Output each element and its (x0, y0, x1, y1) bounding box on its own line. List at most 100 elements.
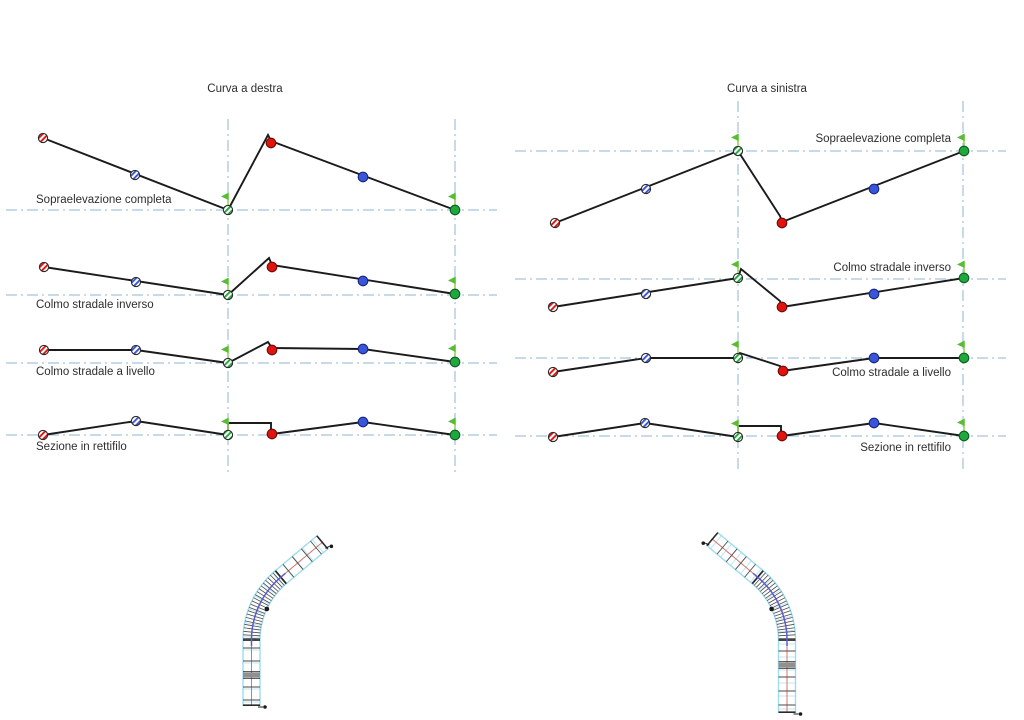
marker-hatch-red (37, 132, 49, 144)
row-label: Colmo stradale inverso (833, 262, 951, 274)
profile-line (227, 422, 272, 436)
marker-hatch-green (222, 357, 234, 369)
marker-dot-red (776, 301, 788, 313)
marker-hatch-blue (130, 344, 142, 356)
road-tick (282, 563, 295, 578)
row-label: Sezione in rettifilo (860, 442, 951, 454)
marker-dot-blue (357, 416, 369, 428)
road-endcap (706, 532, 719, 547)
marker-hatch-blue (640, 288, 652, 300)
marker-hatch-red (37, 429, 49, 441)
marker-dot-blue (357, 343, 369, 355)
marker-dot-green (958, 145, 970, 157)
flag-icon (448, 192, 456, 206)
road-station-mark (769, 606, 774, 612)
road-tick (725, 548, 738, 563)
marker-hatch-red (549, 217, 561, 229)
marker-hatch-blue (130, 276, 142, 288)
flag-icon (957, 418, 965, 432)
flag-icon (448, 276, 456, 290)
flag-icon (957, 340, 965, 354)
profile-line (227, 256, 456, 296)
row-sezione-in-rettifilo: Sezione in rettifilo (36, 415, 461, 453)
marker-hatch-red (38, 344, 50, 356)
road-edge (705, 544, 780, 713)
marker-dot-red (266, 344, 278, 356)
marker-hatch-red (547, 366, 559, 378)
row-colmo-stradale-a-livello: Colmo stradale a livello (36, 340, 461, 378)
row-sopraelevazione-completa: Sopraelevazione completa (549, 133, 970, 229)
flag-icon (731, 260, 739, 274)
marker-hatch-green (732, 272, 744, 284)
flag-icon (221, 417, 229, 431)
marker-hatch-blue (130, 415, 142, 427)
marker-dot-green (449, 204, 461, 216)
marker-dot-blue (868, 288, 880, 300)
road-transition-axis (250, 572, 286, 646)
panel-title: Curva a destra (207, 83, 283, 95)
marker-hatch-red (547, 301, 559, 313)
panel-curva-a-sinistra: Curva a sinistra Sopraelevazione completa… (515, 83, 1006, 472)
marker-dot-green (449, 288, 461, 300)
marker-dot-blue (868, 183, 880, 195)
panel-title: Curva a sinistra (727, 83, 807, 95)
row-colmo-stradale-inverso: Colmo stradale inverso (36, 256, 461, 311)
profile-line (227, 132, 456, 211)
marker-hatch-blue (129, 169, 141, 181)
road-plan-left-curve (701, 531, 803, 716)
road-tick (744, 563, 756, 578)
marker-hatch-red (547, 431, 559, 443)
flag-icon (957, 133, 965, 147)
marker-dot-red (266, 428, 278, 440)
row-label: Sopraelevazione completa (815, 133, 951, 145)
profile-line (737, 267, 965, 309)
profile-line (737, 150, 965, 224)
road-end-mark (798, 712, 803, 716)
road-tick (735, 556, 747, 570)
profile-line (737, 425, 782, 437)
marker-hatch-blue (639, 417, 651, 429)
marker-dot-red (776, 430, 788, 442)
marker-dot-blue (868, 352, 880, 364)
marker-dot-blue (357, 275, 369, 287)
road-tick (310, 540, 322, 555)
marker-hatch-blue (640, 183, 652, 195)
road-station-mark (264, 606, 270, 612)
flag-icon (731, 133, 739, 147)
row-colmo-stradale-inverso: Colmo stradale inverso (547, 260, 970, 313)
row-sezione-in-rettifilo: Sezione in rettifilo (547, 417, 970, 454)
flag-icon (221, 277, 229, 291)
flag-icon (448, 344, 456, 358)
row-label: Sezione in rettifilo (36, 441, 127, 453)
marker-dot-green (449, 429, 461, 441)
row-label: Colmo stradale inverso (36, 299, 154, 311)
road-transition-axis (752, 572, 788, 646)
row-label: Colmo stradale a livello (832, 367, 951, 379)
marker-dot-green (958, 352, 970, 364)
flag-icon (221, 345, 229, 359)
marker-dot-blue (357, 171, 369, 183)
road-end-mark (263, 705, 267, 709)
road-end-mark (325, 545, 330, 549)
row-label: Sopraelevazione completa (36, 194, 172, 206)
road-plan-right-curve (242, 534, 334, 709)
marker-dot-blue (868, 417, 880, 429)
road-tick (291, 556, 304, 570)
row-sopraelevazione-completa: Sopraelevazione completa (36, 132, 461, 216)
marker-hatch-green (222, 429, 234, 441)
marker-hatch-green (222, 289, 234, 301)
marker-dot-green (449, 356, 461, 368)
marker-dot-red (776, 217, 788, 229)
road-axis (711, 538, 788, 713)
marker-hatch-green (732, 352, 744, 364)
flag-icon (731, 340, 739, 354)
road-tick (716, 540, 729, 555)
marker-dot-red (265, 137, 277, 149)
marker-hatch-blue (640, 352, 652, 364)
flag-icon (957, 260, 965, 274)
road-tick (301, 548, 313, 563)
profile-line (737, 351, 783, 372)
road-end-mark (705, 542, 710, 546)
